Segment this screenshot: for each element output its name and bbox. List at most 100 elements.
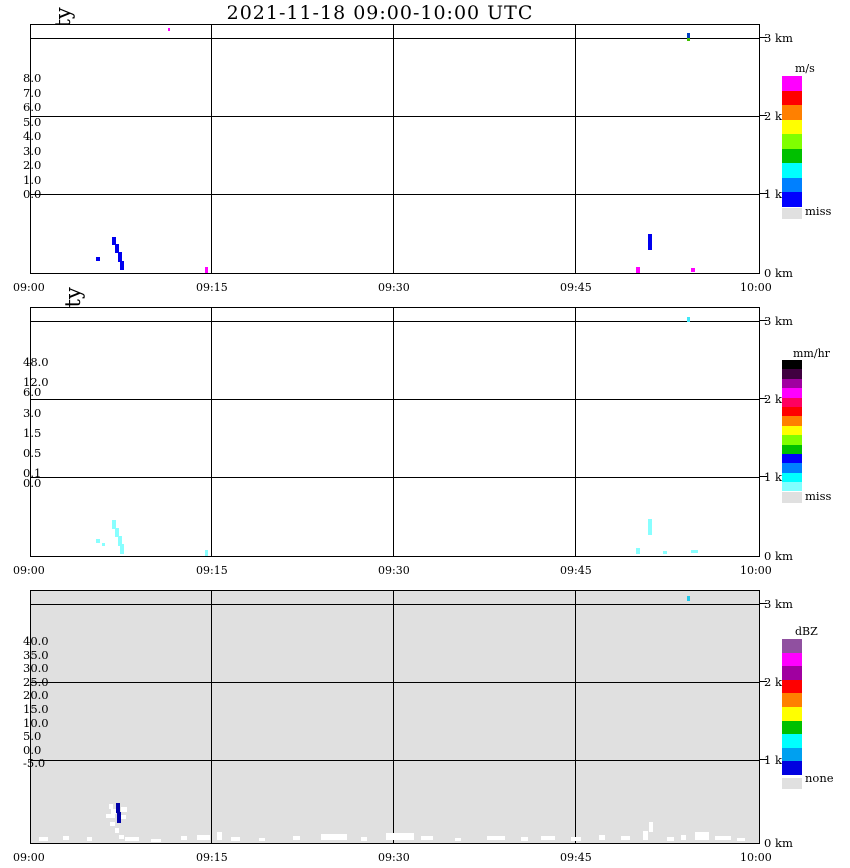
- data-pixel: [386, 833, 414, 840]
- colorbar-tick-label: 4.0: [23, 129, 42, 143]
- gridline-0915: [211, 308, 212, 556]
- data-pixel: [681, 835, 686, 840]
- colorbar-band: [782, 360, 802, 370]
- colorbar-band: [782, 720, 802, 735]
- colorbar-band: [782, 163, 802, 178]
- data-pixel: [687, 596, 690, 601]
- colorbar-title-reflectivity: dBZ: [795, 625, 818, 638]
- plot-area-fall-velocity[interactable]: [31, 25, 759, 273]
- colorbar-tick-label: -5.0: [23, 756, 46, 771]
- data-pixel: [87, 837, 92, 841]
- colorbar-band: [782, 444, 802, 454]
- x-tick-label-0945: 09:45: [560, 564, 592, 577]
- x-tick-label-0900: 09:00: [13, 851, 45, 864]
- data-pixel: [102, 543, 105, 546]
- data-pixel: [115, 528, 119, 537]
- data-pixel: [118, 252, 122, 262]
- gridline-3km: [31, 604, 759, 605]
- data-pixel: [205, 267, 208, 273]
- data-pixel: [125, 837, 139, 841]
- panel-fall-velocity[interactable]: [30, 24, 760, 274]
- data-pixel: [120, 261, 124, 270]
- colorbar-tick-label: 1.5: [23, 425, 42, 440]
- data-pixel: [197, 835, 210, 840]
- colorbar-tick-label: 48.0: [23, 355, 49, 369]
- data-pixel: [571, 837, 581, 841]
- colorbar-fall-velocity: [782, 76, 802, 207]
- gridline-3km: [31, 321, 759, 322]
- gridline-0915: [211, 591, 212, 843]
- data-pixel: [421, 836, 433, 840]
- data-pixel: [112, 237, 116, 245]
- colorbar-band: [782, 134, 802, 149]
- data-pixel: [96, 539, 100, 543]
- y-tick-mark-2km: [760, 681, 767, 682]
- data-pixel: [117, 812, 121, 823]
- y-axis-label-rain-intensity: Rain Intensity: [0, 287, 85, 437]
- colorbar-tick-label: 5.0: [23, 729, 42, 744]
- data-pixel: [487, 836, 505, 840]
- y-tick-label-0km: 0 km: [764, 549, 793, 563]
- y-axis-label-fall-velocity: Fall Velocity: [0, 7, 75, 137]
- data-pixel: [321, 834, 347, 840]
- colorbar-missing-swatch-reflectivity: [782, 778, 802, 789]
- gridline-1km: [31, 760, 759, 761]
- colorbar-tick-label: 20.0: [23, 688, 49, 703]
- y-tick-mark-2km: [760, 398, 767, 399]
- colorbar-tick-label: 25.0: [23, 674, 49, 689]
- colorbar-reflectivity: [782, 639, 802, 775]
- plot-area-rain-intensity[interactable]: [31, 308, 759, 556]
- data-pixel: [111, 809, 116, 814]
- x-tick-label-1000: 10:00: [740, 281, 772, 294]
- data-pixel: [687, 38, 690, 41]
- gridline-0945: [575, 25, 576, 273]
- colorbar-band: [782, 482, 802, 492]
- colorbar-tick-label: 0.0: [23, 187, 42, 201]
- panel-reflectivity[interactable]: [30, 590, 760, 844]
- data-pixel: [455, 838, 461, 841]
- colorbar-band: [782, 148, 802, 163]
- colorbar-band: [782, 472, 802, 483]
- data-pixel: [259, 838, 265, 841]
- data-pixel: [687, 317, 690, 322]
- colorbar-band: [782, 397, 802, 407]
- x-tick-label-0930: 09:30: [378, 564, 410, 577]
- colorbar-band: [782, 666, 802, 680]
- colorbar-tick-label: 15.0: [23, 702, 49, 716]
- y-tick-mark-3km: [760, 320, 767, 321]
- colorbar-tick-label: 3.0: [23, 405, 42, 420]
- colorbar-missing-label-reflectivity: none: [805, 771, 834, 785]
- colorbar-tick-label: 12.0: [23, 375, 49, 390]
- colorbar-tick-label: 1.0: [23, 172, 42, 187]
- colorbar-tick-label: 6.0: [23, 385, 42, 400]
- colorbar-tick-label: 3.0: [23, 143, 42, 158]
- colorbar-band: [782, 425, 802, 436]
- gridline-0945: [575, 591, 576, 843]
- page-title: 2021-11-18 09:00-10:00 UTC: [226, 2, 534, 24]
- data-pixel: [96, 257, 100, 261]
- data-pixel: [649, 822, 653, 832]
- data-pixel: [115, 244, 119, 253]
- colorbar-band: [782, 435, 802, 445]
- colorbar-band: [782, 639, 802, 653]
- x-tick-label-1000: 10:00: [740, 564, 772, 577]
- colorbar-band: [782, 406, 802, 417]
- data-pixel: [120, 544, 124, 554]
- y-tick-label-0km: 0 km: [764, 836, 793, 850]
- gridline-2km: [31, 682, 759, 683]
- y-tick-mark-1km: [760, 759, 767, 760]
- gridline-0930: [393, 25, 394, 273]
- colorbar-band: [782, 453, 802, 464]
- plot-area-reflectivity[interactable]: [31, 591, 759, 843]
- colorbar-band: [782, 378, 802, 389]
- colorbar-band: [782, 388, 802, 398]
- data-pixel: [121, 807, 127, 812]
- data-pixel: [691, 550, 698, 553]
- panel-rain-intensity[interactable]: [30, 307, 760, 557]
- x-tick-label-0900: 09:00: [13, 281, 45, 294]
- data-pixel: [168, 28, 170, 31]
- data-pixel: [636, 267, 640, 273]
- data-pixel: [115, 828, 119, 833]
- gridline-2km: [31, 399, 759, 400]
- colorbar-missing-label-fall-velocity: miss: [805, 204, 832, 218]
